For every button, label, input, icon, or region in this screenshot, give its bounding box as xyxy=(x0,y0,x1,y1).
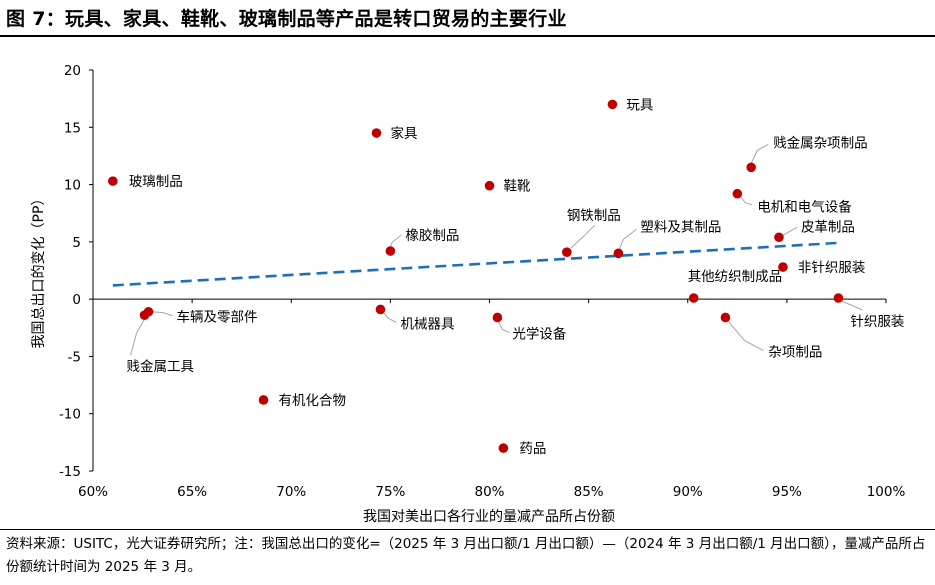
x-tick-label: 75% xyxy=(375,484,405,500)
y-tick-label: -10 xyxy=(59,407,81,423)
y-tick-label: -15 xyxy=(59,464,81,480)
point-label: 针织服装 xyxy=(850,314,904,330)
point-label: 玩具 xyxy=(626,97,653,113)
point-label: 机械器具 xyxy=(400,316,454,332)
leader-line xyxy=(497,321,510,333)
point-label: 钢铁制品 xyxy=(567,208,621,224)
source-note: 资料来源：USITC，光大证券研究所；注：我国总出口的变化=（2025 年 3 … xyxy=(6,536,926,575)
scatter-point xyxy=(688,293,699,303)
scatter-point xyxy=(732,188,743,199)
x-tick-label: 100% xyxy=(867,484,906,500)
leader-line xyxy=(570,224,596,249)
leader-line xyxy=(728,321,764,351)
leader-line xyxy=(152,311,173,317)
axes: 60% 65% 70% 75% 80% 85% 90% 95% 100% 20 15 10 5 0 -5 -1… xyxy=(59,63,906,500)
point-label: 家具 xyxy=(390,125,417,142)
trendline-layer xyxy=(112,241,837,287)
point-label: 有机化合物 xyxy=(278,393,346,409)
y-tick-label: 0 xyxy=(72,292,81,308)
scatter-point xyxy=(139,310,150,320)
scatter-point xyxy=(258,395,269,405)
y-tick-label: 20 xyxy=(64,63,81,79)
point-label: 车辆及零部件 xyxy=(177,309,258,326)
point-label: 电机和电气设备 xyxy=(757,199,852,216)
x-tick-label: 85% xyxy=(574,484,604,500)
scatter-point xyxy=(613,248,624,259)
y-tick-label: 5 xyxy=(72,235,81,251)
scatter-point xyxy=(108,176,118,186)
leader-line xyxy=(841,300,863,311)
point-label: 玻璃制品 xyxy=(129,173,183,190)
point-label: 杂项制品 xyxy=(768,344,822,360)
point-label: 橡胶制品 xyxy=(405,227,459,244)
point-label: 鞋靴 xyxy=(504,179,531,195)
y-axis-title: 我国总出口的变化（PP） xyxy=(31,192,47,349)
title-divider xyxy=(0,35,935,37)
scatter-chart: 60% 65% 70% 75% 80% 85% 90% 95% 100% 20 15 10 5 0 -5 -1… xyxy=(31,63,906,525)
scatter-point xyxy=(778,262,788,272)
scatter-point xyxy=(385,246,396,256)
figure-title: 图 7：玩具、家具、鞋靴、玻璃制品等产品是转口贸易的主要行业 xyxy=(6,8,567,30)
source-divider xyxy=(0,529,935,530)
scatter-point xyxy=(484,180,495,191)
leader-line xyxy=(739,196,753,206)
y-tick-label: -5 xyxy=(68,349,81,365)
leader-line xyxy=(389,234,402,248)
x-tick-label: 95% xyxy=(772,484,802,500)
scatter-point xyxy=(371,128,382,138)
scatter-point xyxy=(774,232,784,243)
x-tick-label: 65% xyxy=(177,484,207,500)
x-axis-title: 我国对美出口各行业的量减产品所占份额 xyxy=(363,509,615,525)
leader-line xyxy=(782,226,798,236)
scatter-point xyxy=(498,443,509,453)
trendline xyxy=(112,241,837,287)
scatter-point xyxy=(562,247,572,257)
x-tick-label: 70% xyxy=(276,484,306,500)
scatter-point xyxy=(492,312,503,323)
leader-line xyxy=(130,318,145,356)
point-label: 贱金属杂项制品 xyxy=(773,135,868,151)
point-label: 光学设备 xyxy=(512,325,566,342)
x-tick-label: 90% xyxy=(673,484,703,500)
y-tick-label: 10 xyxy=(64,178,81,194)
leader-line xyxy=(383,312,397,323)
leader-line xyxy=(618,228,637,250)
scatter-point xyxy=(720,312,731,323)
point-label: 塑料及其制品 xyxy=(640,219,721,235)
point-label: 皮革制品 xyxy=(801,219,855,235)
data-points xyxy=(108,99,844,453)
x-tick-label: 80% xyxy=(474,484,504,500)
point-label: 其他纺织制成品 xyxy=(688,269,783,285)
scatter-point xyxy=(746,162,756,173)
y-tick-label: 15 xyxy=(64,120,81,136)
scatter-point xyxy=(375,304,386,315)
point-label: 贱金属工具 xyxy=(127,359,195,375)
scatter-point xyxy=(833,293,844,303)
point-label: 非针织服装 xyxy=(798,260,866,276)
point-label: 药品 xyxy=(519,441,546,457)
leader-lines xyxy=(130,143,863,356)
scatter-point xyxy=(607,99,618,110)
x-tick-label: 60% xyxy=(78,484,108,500)
leader-line xyxy=(750,143,769,164)
